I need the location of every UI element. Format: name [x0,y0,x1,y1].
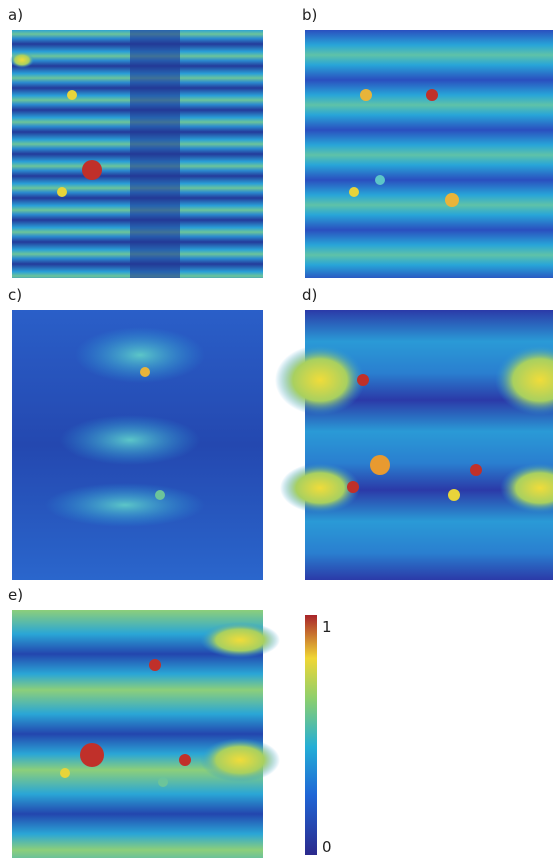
panel-label: a) [8,6,23,24]
page: a) b) c) d) [0,0,553,860]
heatmap-panel [12,310,263,580]
panel-label: e) [8,586,23,604]
colorbar [305,615,317,855]
heatmap-panel [10,30,263,278]
colorbar-tick-label: 1 [322,618,332,636]
heatmap-panel [305,30,553,278]
heatmap-panel [12,610,280,858]
figure: a) b) c) d) [0,0,553,860]
heatmap-panel [275,310,553,580]
panel-label: c) [8,286,22,304]
colorbar-tick-label: 0 [322,838,332,856]
panel-label: b) [302,6,317,24]
panel-label: d) [302,286,317,304]
